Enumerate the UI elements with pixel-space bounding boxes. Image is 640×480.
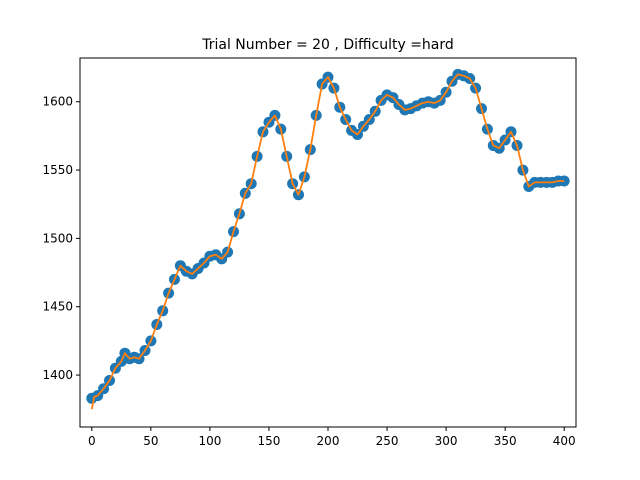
y-tick-label: 1400 <box>42 368 73 382</box>
plot-area <box>86 68 570 410</box>
y-tick-label: 1600 <box>42 95 73 109</box>
x-tick-label: 350 <box>494 434 517 448</box>
y-tick-label: 1450 <box>42 300 73 314</box>
y-axis: 1400 1450 1500 1550 1600 <box>42 95 80 382</box>
x-tick-label: 100 <box>198 434 221 448</box>
x-tick-label: 0 <box>88 434 96 448</box>
series-line <box>90 73 565 410</box>
x-tick-label: 200 <box>317 434 340 448</box>
y-tick-label: 1500 <box>42 231 73 245</box>
x-tick-label: 400 <box>553 434 576 448</box>
y-tick-label: 1550 <box>42 163 73 177</box>
x-tick-label: 300 <box>435 434 458 448</box>
x-tick-label: 50 <box>143 434 158 448</box>
x-axis: 0 50 100 150 200 250 300 350 400 <box>88 427 576 448</box>
chart-title: Trial Number = 20 , Difficulty =hard <box>201 37 454 53</box>
plot-frame <box>79 57 577 428</box>
x-tick-label: 250 <box>376 434 399 448</box>
x-tick-label: 150 <box>257 434 280 448</box>
